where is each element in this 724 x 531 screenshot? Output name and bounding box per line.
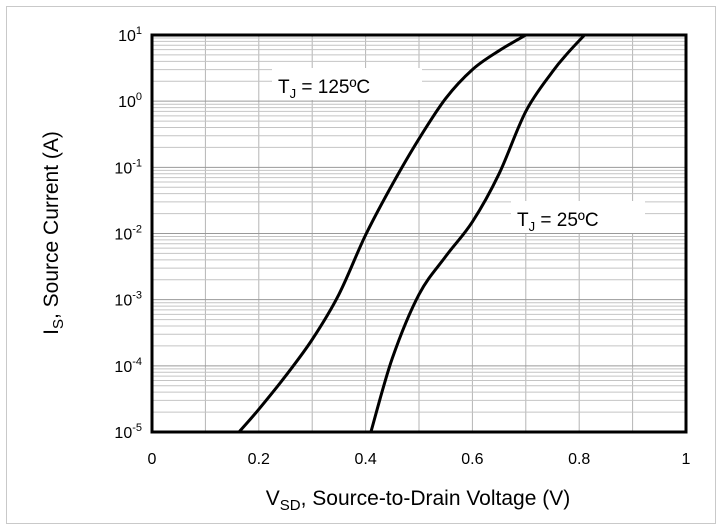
series-label-25c: TJ = 25ºC <box>511 201 645 234</box>
series-line-25c <box>369 33 586 433</box>
chart-frame <box>6 6 716 524</box>
y-tick-label: 100 <box>118 91 142 111</box>
x-tick-label: 1 <box>682 451 691 468</box>
y-tick-label: 10-4 <box>114 356 142 376</box>
series-label-125c: TJ = 125ºC <box>272 68 422 101</box>
y-tick-label: 10-5 <box>114 422 142 442</box>
svg-text:TJ = 25ºC: TJ = 25ºC <box>517 210 599 234</box>
y-tick-label: 10-1 <box>114 157 142 177</box>
y-tick-label: 10-3 <box>114 290 142 310</box>
x-tick-label: 0.4 <box>354 451 376 468</box>
y-tick-label: 101 <box>118 25 142 45</box>
y-tick-label: 10-2 <box>114 224 142 244</box>
y-axis-title: IS, Source Current (A) <box>40 131 67 335</box>
series-line-125c <box>237 33 527 433</box>
series-lines <box>237 33 586 433</box>
svg-text:TJ = 125ºC: TJ = 125ºC <box>278 77 370 101</box>
x-axis-title: VSD, Source-to-Drain Voltage (V) <box>266 487 570 514</box>
y-tick-labels: 101 100 10-1 10-2 10-3 10-4 10-5 <box>114 25 142 442</box>
x-tick-label: 0.6 <box>461 451 483 468</box>
x-tick-label: 0 <box>148 451 157 468</box>
plot-border <box>150 33 688 434</box>
x-tick-label: 0.2 <box>248 451 270 468</box>
x-tick-labels: 0 0.2 0.4 0.6 0.8 1 <box>148 451 691 468</box>
x-tick-label: 0.8 <box>568 451 590 468</box>
